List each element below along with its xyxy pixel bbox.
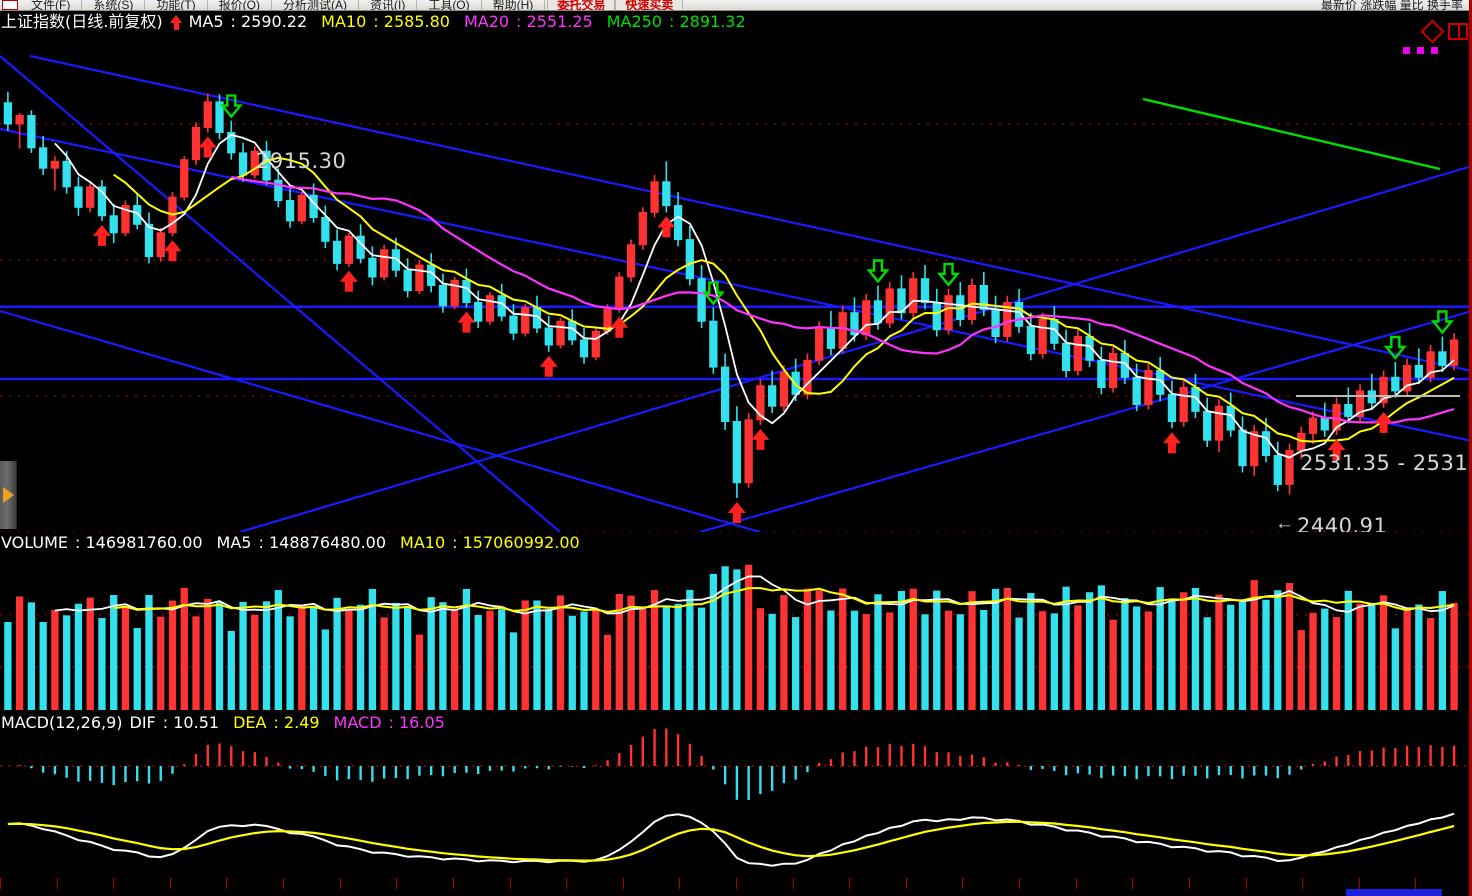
axis-tick [849,878,851,889]
button-trade-entrust[interactable]: 委托交易 [547,0,616,10]
macd-plot [0,728,1472,867]
toolbar-separator [357,0,359,10]
instrument-name: 上证指数(日线.前复权) [1,12,163,31]
axis-tick [792,878,794,889]
menu-system[interactable]: 系统(S) [93,0,134,10]
legend-dif: DIF: 10.51 [129,713,220,732]
axis-tick [1302,878,1304,889]
macd-legend: MACD(12,26,9) DIF: 10.51 DEA: 2.49 MACD:… [0,712,459,734]
axis-tick [396,878,398,889]
time-axis-strip [0,878,1472,896]
legend-ma20: MA20: 2551.25 [463,12,593,31]
legend-vol-ma10: MA10: 157060992.00 [400,533,580,552]
axis-tick [1019,878,1021,889]
axis-tick [1415,878,1417,889]
axis-tick [113,878,115,889]
app-logo-icon [2,0,18,10]
axis-tick [1132,878,1134,889]
legend-ma5: MA5: 2590.22 [188,12,308,31]
axis-tick [1075,878,1077,889]
axis-tick [509,878,511,889]
split-panel-icon[interactable] [1448,23,1468,40]
toolbar-separator [416,0,418,10]
volume-legend: VOLUME: 146981760.00 MA5: 148876480.00 M… [0,532,594,554]
axis-tick [56,878,58,889]
axis-tick [905,878,907,889]
volume-title: VOLUME: 146981760.00 [1,533,203,552]
chart-widget-icons [1420,19,1468,44]
price-legend: 上证指数(日线.前复权) MA5: 2590.22 MA10: 2585.80 … [0,11,760,33]
toolbar-status-fields: 最新价 涨跌幅 量比 换手率 [1320,0,1463,10]
volume-chart-panel[interactable]: VOLUME: 146981760.00 MA5: 148876480.00 M… [0,532,1472,712]
toolbar-separator [270,0,272,10]
menu-analysis[interactable]: 分析测试(A) [282,0,347,10]
toolbar-separator [206,0,208,10]
legend-vol-ma5: MA5: 148876480.00 [216,533,387,552]
axis-tick [736,878,737,889]
dot [1403,47,1410,54]
diamond-icon[interactable] [1420,19,1445,44]
legend-macd: MACD: 16.05 [333,713,445,732]
axis-tick [1188,878,1190,889]
axis-tick [962,878,964,889]
low-leader-arrow-icon: ← [1275,513,1294,532]
macd-title: MACD(12,26,9) [1,713,123,732]
axis-tick [283,878,285,889]
menu-file[interactable]: 文件(F) [31,0,71,10]
menu-quote[interactable]: 报价(Q) [218,0,260,10]
price-chart-panel[interactable]: 上证指数(日线.前复权) MA5: 2590.22 MA10: 2585.80 … [0,11,1472,532]
axis-tick [1358,878,1360,889]
toolbar-separator [81,0,83,10]
axis-tick [1245,878,1247,889]
horizontal-scrollbar-track[interactable] [0,889,1472,896]
candlestick-plot [0,54,1472,532]
dot [1417,47,1424,54]
toolbar-separator [544,0,546,10]
label-last-price: 2531.35 - 2531.66 [1300,451,1472,475]
menu-news[interactable]: 资讯(I) [369,0,406,10]
axis-tick [226,878,228,889]
toolbar-separator [480,0,482,10]
expand-left-panel-handle[interactable] [0,461,17,529]
axis-tick [339,878,341,889]
horizontal-scrollbar-thumb[interactable] [1346,889,1442,896]
trend-up-arrow-icon [169,14,182,30]
menu-function[interactable]: 功能(T) [156,0,196,10]
volume-plot [0,564,1472,710]
macd-chart-panel[interactable]: MACD(12,26,9) DIF: 10.51 DEA: 2.49 MACD:… [0,712,1472,878]
chevron-right-icon [2,487,14,503]
axis-tick [0,878,1,889]
right-axis-border [1469,0,1472,896]
axis-tick [169,878,171,889]
legend-ma250: MA250: 2891.32 [606,12,746,31]
menu-tools[interactable]: 工具(O) [428,0,470,10]
legend-dea: DEA: 2.49 [233,713,320,732]
toolbar-separator [144,0,146,10]
more-options-dots-icon[interactable] [1403,47,1438,54]
button-quick-trade[interactable]: 快速买卖 [615,0,684,10]
axis-tick [622,878,624,889]
axis-tick [679,878,681,889]
label-swing-low: 2440.91 [1297,514,1388,532]
legend-ma10: MA10: 2585.80 [321,12,450,31]
main-toolbar: 文件(F) 系统(S) 功能(T) 报价(Q) 分析测试(A) 资讯(I) 工具… [0,0,1472,11]
dot [1431,47,1438,54]
axis-tick [566,878,568,889]
menu-help[interactable]: 帮助(H) [492,0,534,10]
axis-tick [452,878,454,889]
label-swing-high: 2915.30 [256,149,347,173]
